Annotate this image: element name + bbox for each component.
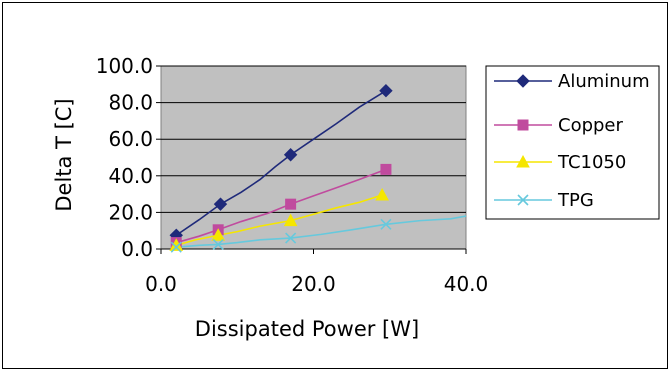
data-point-copper xyxy=(285,198,297,210)
x-tick-label: 40.0 xyxy=(444,272,489,296)
y-tick-label: 100.0 xyxy=(96,54,153,78)
series-lines xyxy=(175,90,467,248)
y-axis-ticks: 0.0 20.0 40.0 60.0 80.0 100.0 xyxy=(96,54,161,261)
data-point-copper xyxy=(380,163,392,175)
series-line-tc1050 xyxy=(176,194,383,247)
data-point-tpg xyxy=(380,218,392,230)
legend-marker-copper xyxy=(517,119,529,131)
data-point-aluminum xyxy=(283,148,298,162)
data-point-tc1050 xyxy=(283,213,298,227)
data-point-aluminum xyxy=(213,197,228,211)
series-line-aluminum xyxy=(175,90,387,236)
legend-label-tpg: TPG xyxy=(557,190,594,211)
gridlines xyxy=(161,65,466,213)
y-tick-label: 0.0 xyxy=(121,237,153,261)
legend-marker-tpg xyxy=(517,194,529,206)
legend-label-copper: Copper xyxy=(558,115,624,136)
x-axis-title: Dissipated Power [W] xyxy=(195,317,419,341)
data-point-tc1050 xyxy=(375,187,389,201)
y-tick-label: 60.0 xyxy=(108,127,153,151)
legend-marker-tc1050 xyxy=(516,154,530,168)
data-point-tpg xyxy=(285,232,297,244)
series-line-copper xyxy=(176,168,387,244)
x-axis-ticks: 0.0 20.0 40.0 xyxy=(145,248,489,296)
data-point-tpg xyxy=(170,241,182,253)
y-tick-label: 20.0 xyxy=(108,200,153,224)
data-point-tpg xyxy=(212,238,224,250)
plot-area xyxy=(160,65,467,250)
series-markers xyxy=(169,83,393,253)
series-line-tpg xyxy=(176,215,467,248)
legend-box xyxy=(485,65,660,220)
legend-label-aluminum: Aluminum xyxy=(558,71,650,92)
legend: Aluminum Copper TC1050 TPG xyxy=(494,71,650,211)
legend-label-tc1050: TC1050 xyxy=(557,152,626,173)
y-axis-title: Delta T [C] xyxy=(52,98,76,211)
data-point-aluminum xyxy=(379,83,393,98)
legend-marker-aluminum xyxy=(516,74,530,88)
x-tick-label: 20.0 xyxy=(291,272,336,296)
y-tick-label: 40.0 xyxy=(108,164,153,188)
y-tick-label: 80.0 xyxy=(108,91,153,115)
x-tick-label: 0.0 xyxy=(145,272,177,296)
data-point-tc1050 xyxy=(211,228,226,241)
